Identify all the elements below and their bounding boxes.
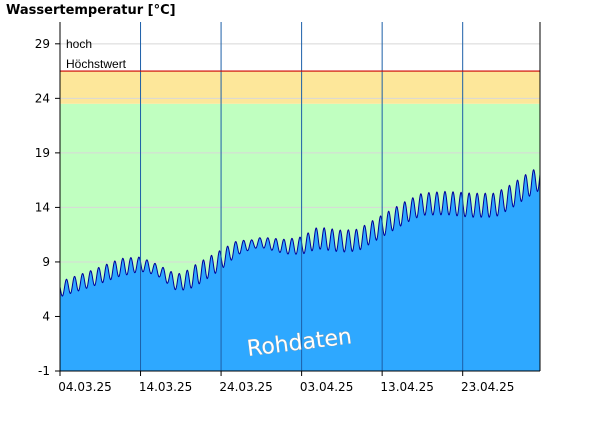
y-tick-label: 14 bbox=[35, 200, 50, 214]
x-tick-lines bbox=[140, 22, 464, 371]
band-high bbox=[60, 71, 540, 104]
y-tick-label: 9 bbox=[42, 255, 50, 269]
y-tick-label: 19 bbox=[35, 146, 50, 160]
y-tick-label: 4 bbox=[42, 309, 50, 323]
x-tick-label: 23.04.25 bbox=[461, 380, 514, 394]
x-tick-label: 24.03.25 bbox=[219, 380, 272, 394]
y-tick-label: -1 bbox=[38, 364, 50, 378]
x-tick-label: 14.03.25 bbox=[139, 380, 192, 394]
chart-title: Wassertemperatur [°C] bbox=[6, 3, 176, 18]
x-tick-label: 13.04.25 bbox=[380, 380, 433, 394]
x-axis-ticks: 04.03.25 14.03.25 24.03.25 03.04.25 13.04.25… bbox=[58, 371, 514, 394]
temperature-area bbox=[60, 169, 540, 371]
max-value-label: Höchstwert bbox=[66, 57, 127, 71]
y-axis-ticks: -1 4 9 14 19 24 29 bbox=[35, 37, 60, 378]
y-tick-label: 24 bbox=[35, 91, 50, 105]
y-tick-label: 29 bbox=[35, 37, 50, 51]
x-tick-label: 03.04.25 bbox=[300, 380, 353, 394]
high-band-label: hoch bbox=[66, 37, 92, 51]
temperature-line bbox=[59, 169, 541, 297]
plot-area: Höchstwert hoch bbox=[59, 22, 541, 371]
x-tick-label: 04.03.25 bbox=[58, 380, 111, 394]
